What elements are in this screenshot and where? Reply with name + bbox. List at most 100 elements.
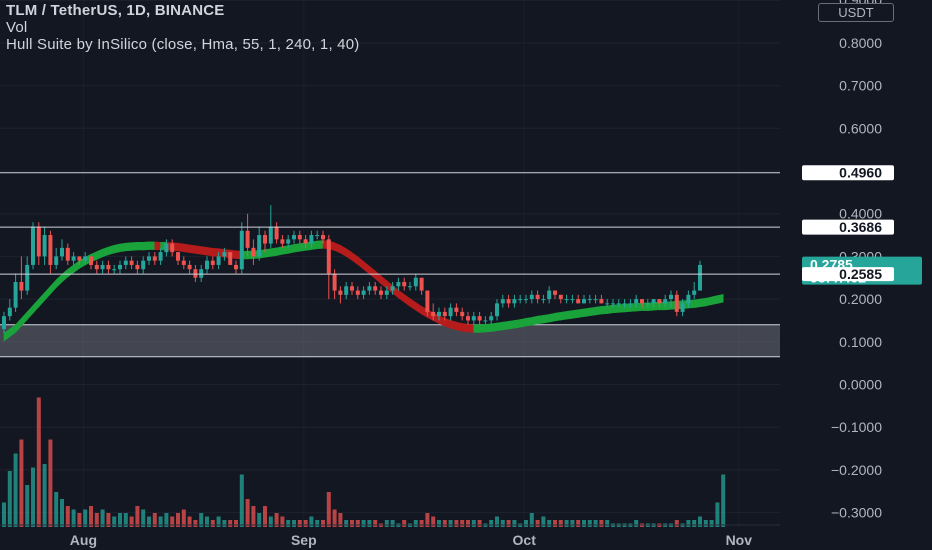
horizontal-lines [0,172,780,275]
hull-segment [496,321,504,332]
hull-segment [380,275,388,290]
candle [558,294,563,304]
price-axis-label[interactable]: 0.2000 [839,291,882,307]
volume-bar [164,513,169,527]
candle [286,235,291,248]
candle-body [500,299,505,304]
candle-body [431,311,436,317]
candle-body [100,264,105,270]
price-axis-label[interactable]: 0.0000 [839,377,882,393]
candle-body [680,303,685,312]
price-axis-label[interactable]: −0.3000 [831,505,882,521]
volume-bar [489,520,494,527]
level-tag-1: 0.4960 [839,165,882,181]
candle [663,294,668,308]
hull-segment [316,240,324,250]
candle [437,307,441,321]
hull-segment [363,260,370,275]
candle-body [698,264,702,291]
candle-body [466,316,470,321]
hull-segment [206,247,214,257]
volume-bar [599,520,604,527]
volume-bar [228,520,233,527]
price-axis-label[interactable]: 0.8000 [839,35,882,51]
candle-body [454,307,459,312]
hull-segment [589,306,596,317]
volume-bar [135,506,140,527]
candle [228,252,233,265]
currency-selector[interactable]: USDT [818,3,894,22]
candle-body [402,282,407,287]
candle [413,273,418,291]
volume-bar [245,499,250,527]
volume-bar [147,516,151,527]
volume-bar [187,516,192,527]
candle-body [535,294,540,300]
hull-segment [50,279,57,295]
volume-bar [141,509,146,527]
candle [100,260,105,274]
volume-bar [721,474,726,527]
candle [280,235,285,248]
candle-body [199,269,204,278]
candle [593,294,598,304]
volume-bar [315,520,320,527]
price-axis-label[interactable]: 0.6000 [839,120,882,136]
candle-body [442,311,447,317]
candle [141,256,146,274]
candle-body [222,252,227,257]
hull-segment [282,245,289,255]
candle-body [425,290,430,312]
candle-body [31,226,35,265]
indicator-legend[interactable]: Hull Suite by InSilico (close, Hma, 55, … [6,36,360,53]
price-axis-label[interactable]: 0.4000 [839,206,882,222]
candle-body [587,299,592,301]
hull-segment [334,242,341,254]
time-axis-label[interactable]: Oct [513,532,537,548]
candle [123,256,128,270]
price-axis-label[interactable]: −0.1000 [831,419,882,435]
candle-body [564,299,569,301]
volume-bar [390,520,395,527]
volume-legend[interactable]: Vol [6,19,28,36]
price-axis-label[interactable]: −0.2000 [831,462,882,478]
time-axis[interactable]: Aug Sep Oct Nov [70,532,752,548]
candle-body [164,243,169,253]
candle-body [645,303,650,305]
volume-bar [332,509,337,527]
volume-bar [48,439,53,527]
volume-bar [239,474,244,527]
candle-body [332,273,337,291]
symbol-title[interactable]: TLM / TetherUS, 1D, BINANCE [6,2,225,19]
price-axis-label[interactable]: 0.1000 [839,334,882,350]
candle [518,294,523,304]
candle-body [170,243,175,253]
candle-body [384,290,389,295]
time-axis-label[interactable]: Nov [726,532,753,548]
hull-segment [508,320,515,330]
hull-segment [183,243,190,253]
time-axis-label[interactable]: Aug [70,532,97,548]
chart-legend: TLM / TetherUS, 1D, BINANCE Vol Hull Sui… [0,2,359,53]
candle-body [634,299,639,304]
candle-body [460,311,465,317]
volume-bar [466,520,470,527]
volume-bar [547,520,552,527]
volume-bar [384,520,389,527]
candle [89,256,93,270]
time-axis-label[interactable]: Sep [291,532,317,548]
hull-segment [577,308,585,318]
candle [402,277,407,291]
hull-segment [293,243,301,253]
hull-segment [299,242,306,252]
candle-body [292,235,296,240]
candle-body [71,256,76,261]
candle-body [558,294,563,300]
hull-segment [61,268,69,283]
candle [303,235,308,248]
hull-segment [502,320,509,331]
price-axis-label[interactable]: 0.7000 [839,78,882,94]
volume-bar [431,516,436,527]
candle-body [582,299,586,304]
